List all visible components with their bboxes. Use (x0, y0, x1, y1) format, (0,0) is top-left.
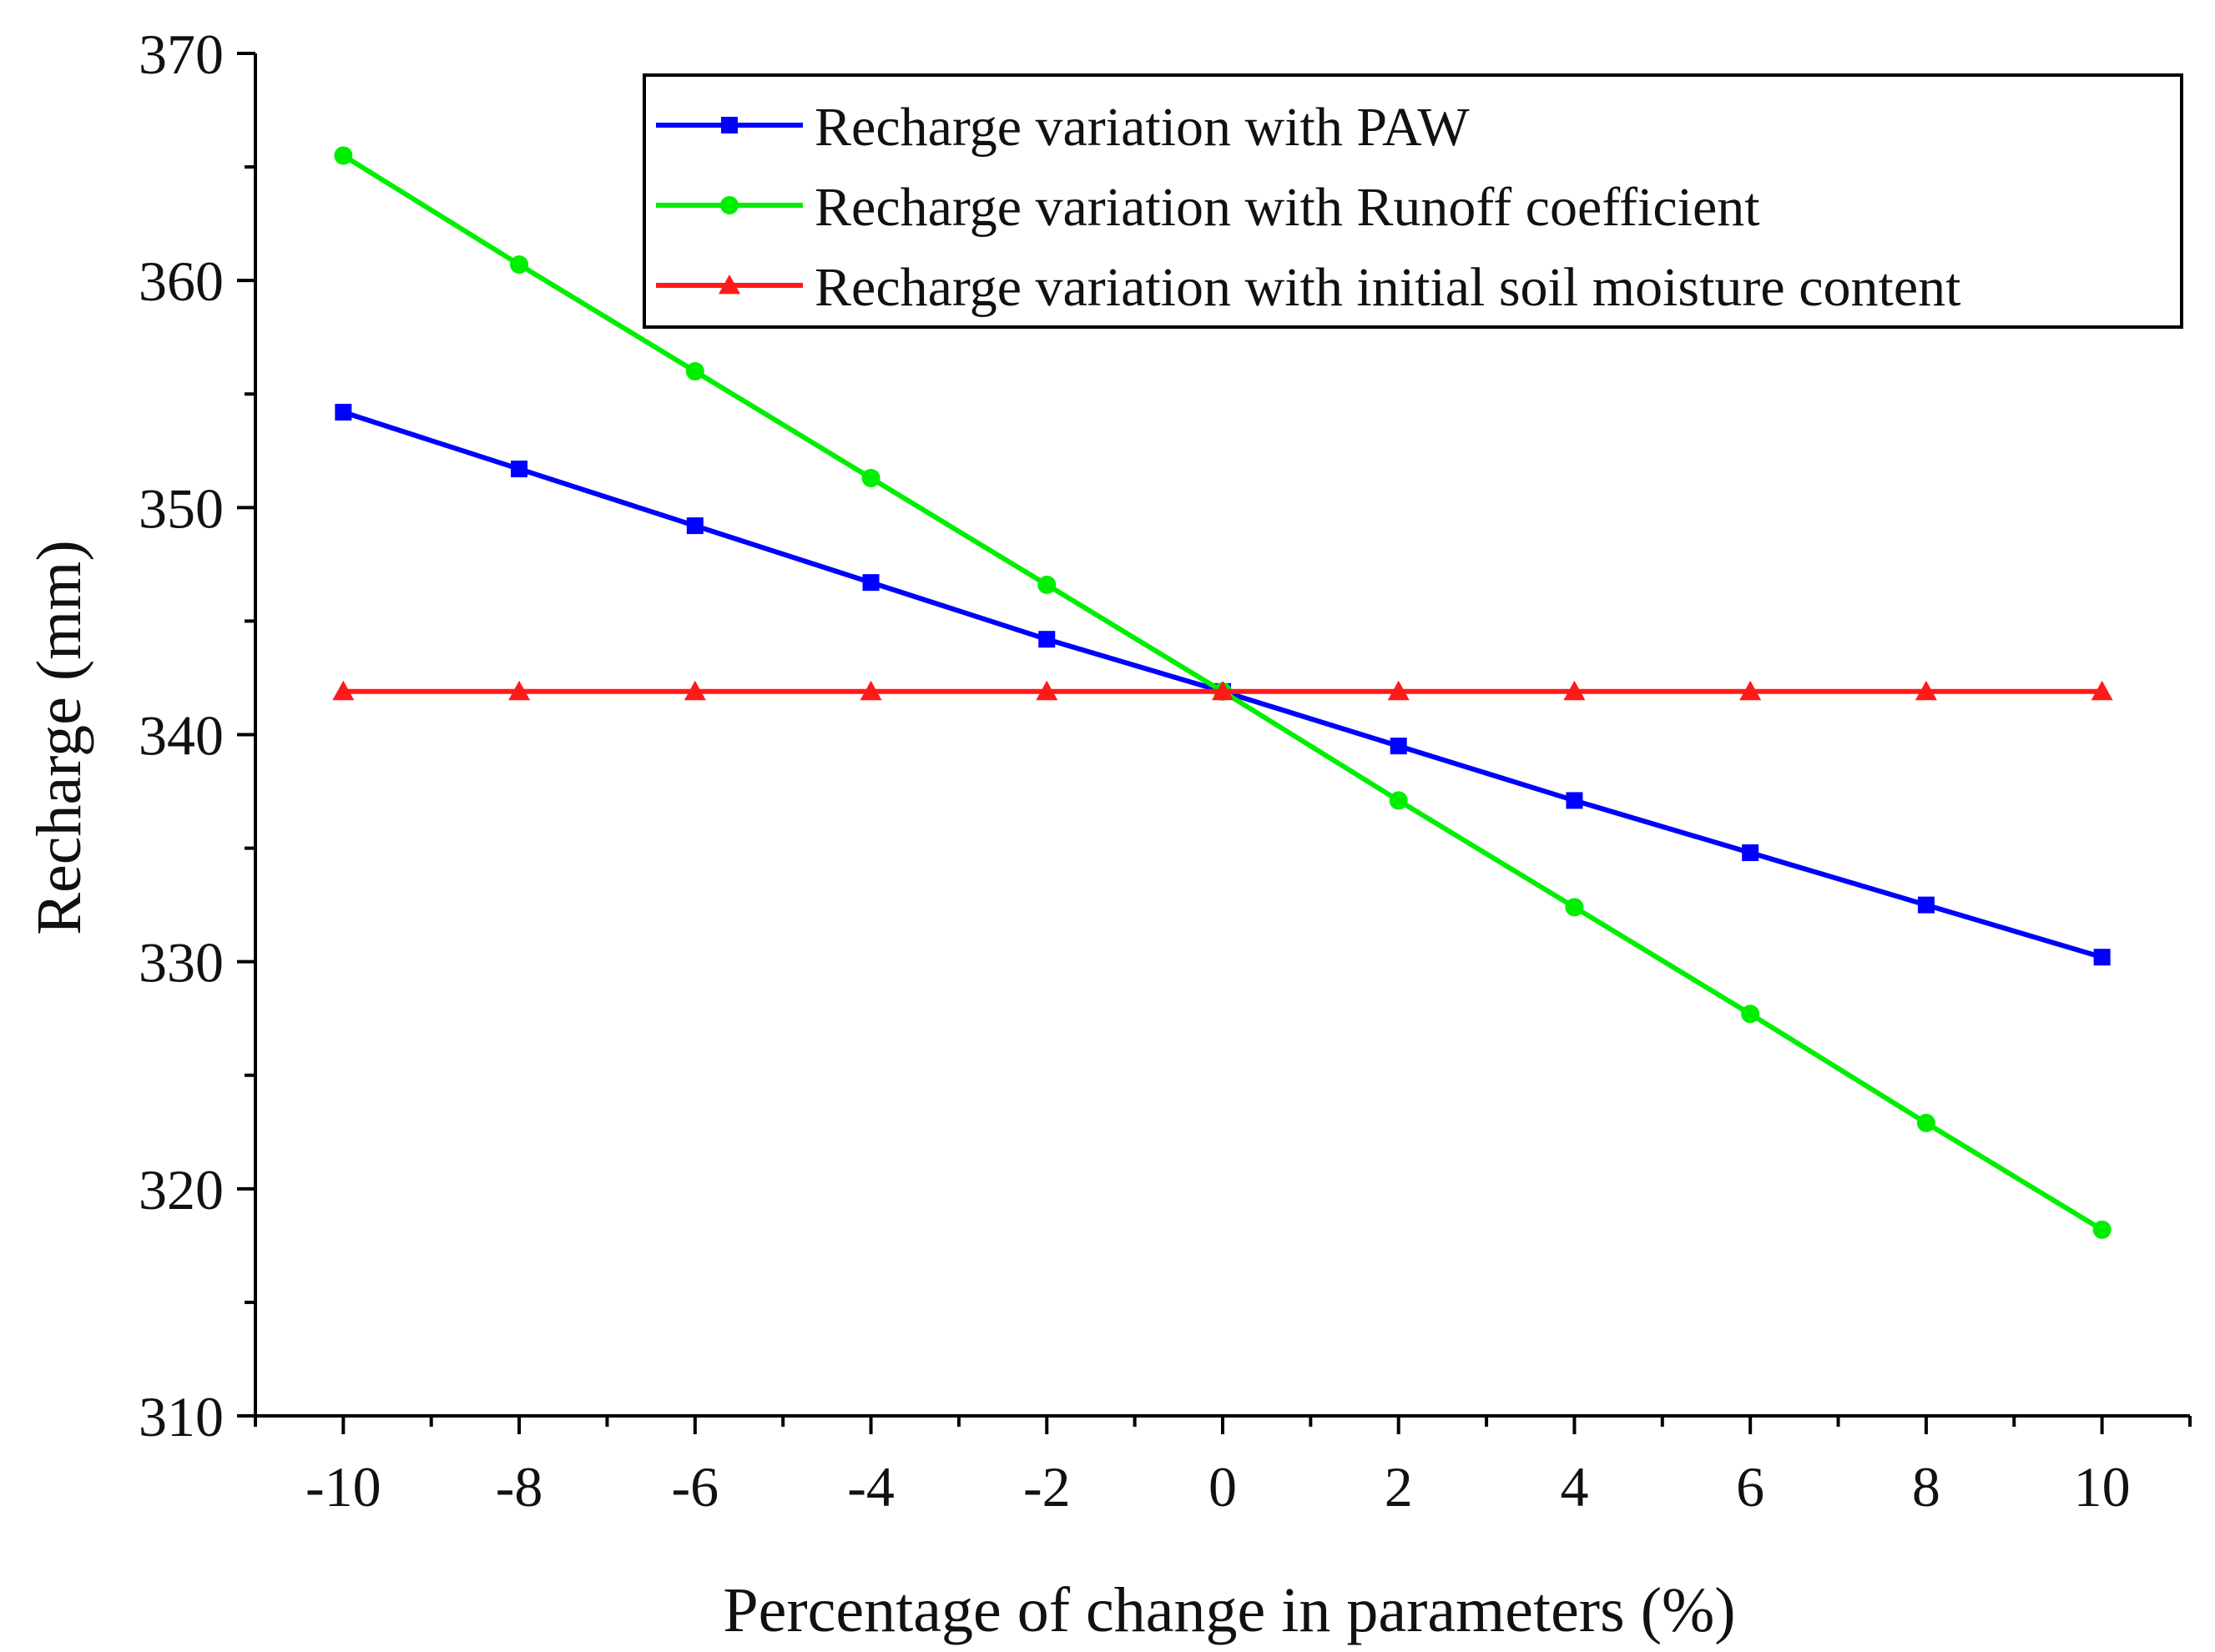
data-point-runoff (1741, 1005, 1760, 1024)
y-tick-label: 310 (139, 1385, 224, 1448)
data-point-runoff (334, 146, 353, 165)
data-point-runoff (685, 362, 704, 381)
series-soil-moisture (332, 680, 2113, 701)
x-axis-label: Percentage of change in parameters (%) (723, 1575, 1735, 1645)
data-point-paw (2093, 949, 2111, 966)
x-tick-label: -4 (847, 1455, 895, 1519)
data-point-soil-moisture (1036, 680, 1058, 701)
data-point-soil-moisture (1387, 680, 1410, 701)
y-tick-label: 320 (139, 1158, 224, 1221)
x-tick-label: 0 (1208, 1455, 1237, 1519)
data-point-runoff (2092, 1220, 2112, 1239)
axes: 310 320 330 340 350 360 370 -10 -8 -6 -4 -2 0 2 4 6 8 10 (139, 23, 2192, 1519)
y-tick-label: 330 (139, 931, 224, 995)
y-tick-label: 370 (139, 23, 224, 86)
legend: Recharge variation with PAW Recharge vari… (643, 73, 2183, 329)
x-tick-label: -2 (1023, 1455, 1071, 1519)
data-point-paw (335, 404, 352, 421)
y-tick-label: 340 (139, 704, 224, 768)
data-point-soil-moisture (508, 680, 531, 701)
data-point-paw (1742, 844, 1759, 862)
data-point-soil-moisture (2091, 680, 2113, 701)
data-point-runoff (1037, 575, 1057, 594)
legend-label-paw: Recharge variation with PAW (815, 97, 1470, 158)
x-tick-label: 4 (1560, 1455, 1588, 1519)
x-tick-label: -6 (671, 1455, 719, 1519)
data-point-soil-moisture (684, 680, 706, 701)
data-point-paw (511, 461, 528, 478)
x-tick-label: 6 (1736, 1455, 1764, 1519)
data-point-runoff (510, 255, 529, 274)
data-point-paw (1917, 896, 1935, 914)
data-point-paw (1566, 792, 1583, 809)
data-point-paw (862, 574, 880, 592)
x-tick-label: -8 (496, 1455, 543, 1519)
y-tick-label: 360 (139, 249, 224, 313)
legend-label-runoff: Recharge variation with Runoff coefficie… (815, 177, 1760, 238)
data-point-soil-moisture (332, 680, 355, 701)
legend-label-soil-moisture: Recharge variation with initial soil moi… (815, 257, 1960, 318)
legend-marker-soil-moisture (719, 274, 740, 295)
data-point-runoff (1565, 898, 1584, 917)
data-point-paw (1038, 631, 1056, 648)
x-tick-label: 8 (1912, 1455, 1940, 1519)
legend-box (643, 73, 2183, 329)
data-point-soil-moisture (1212, 680, 1234, 701)
legend-marker-runoff (720, 196, 739, 214)
legend-marker-paw (721, 117, 738, 133)
x-tick-label: -10 (305, 1455, 381, 1519)
data-point-soil-moisture (1563, 680, 1586, 701)
x-tick-label: 2 (1385, 1455, 1413, 1519)
data-point-soil-moisture (860, 680, 882, 701)
data-point-paw (1390, 738, 1407, 755)
series-lines (332, 146, 2113, 1239)
data-point-paw (686, 517, 704, 535)
data-point-soil-moisture (1915, 680, 1937, 701)
x-tick-label: 10 (2074, 1455, 2131, 1519)
data-point-soil-moisture (1739, 680, 1762, 701)
data-point-runoff (1389, 791, 1408, 810)
y-tick-label: 350 (139, 476, 224, 540)
y-axis-label: Recharge (mm) (24, 540, 94, 934)
data-point-runoff (1916, 1113, 1935, 1132)
data-point-runoff (861, 468, 880, 487)
